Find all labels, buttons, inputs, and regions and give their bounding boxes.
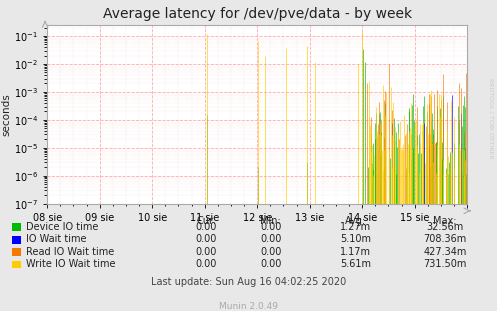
Text: 427.34m: 427.34m xyxy=(423,247,467,257)
Text: 32.56m: 32.56m xyxy=(426,222,463,232)
Text: Device IO time: Device IO time xyxy=(26,222,98,232)
Text: Last update: Sun Aug 16 04:02:25 2020: Last update: Sun Aug 16 04:02:25 2020 xyxy=(151,277,346,287)
Text: Min:: Min: xyxy=(260,216,281,226)
Text: RRDTOOL / TOBI OETIKER: RRDTOOL / TOBI OETIKER xyxy=(489,78,494,159)
Text: IO Wait time: IO Wait time xyxy=(26,234,86,244)
Text: Max:: Max: xyxy=(433,216,457,226)
Text: Munin 2.0.49: Munin 2.0.49 xyxy=(219,302,278,311)
Text: Cur:: Cur: xyxy=(196,216,216,226)
Text: 0.00: 0.00 xyxy=(260,234,282,244)
Text: 1.17m: 1.17m xyxy=(340,247,371,257)
Y-axis label: seconds: seconds xyxy=(1,93,11,136)
Text: 731.50m: 731.50m xyxy=(423,259,467,269)
Text: 0.00: 0.00 xyxy=(195,247,217,257)
Title: Average latency for /dev/pve/data - by week: Average latency for /dev/pve/data - by w… xyxy=(103,7,412,21)
Text: 0.00: 0.00 xyxy=(260,222,282,232)
Text: 5.61m: 5.61m xyxy=(340,259,371,269)
Text: 5.10m: 5.10m xyxy=(340,234,371,244)
Text: 0.00: 0.00 xyxy=(260,259,282,269)
Text: 708.36m: 708.36m xyxy=(423,234,467,244)
Text: Write IO Wait time: Write IO Wait time xyxy=(26,259,115,269)
Text: 0.00: 0.00 xyxy=(195,259,217,269)
Text: 1.27m: 1.27m xyxy=(340,222,371,232)
Text: 0.00: 0.00 xyxy=(260,247,282,257)
Text: 0.00: 0.00 xyxy=(195,234,217,244)
Text: Avg:: Avg: xyxy=(345,216,366,226)
Text: 0.00: 0.00 xyxy=(195,222,217,232)
Text: Read IO Wait time: Read IO Wait time xyxy=(26,247,114,257)
